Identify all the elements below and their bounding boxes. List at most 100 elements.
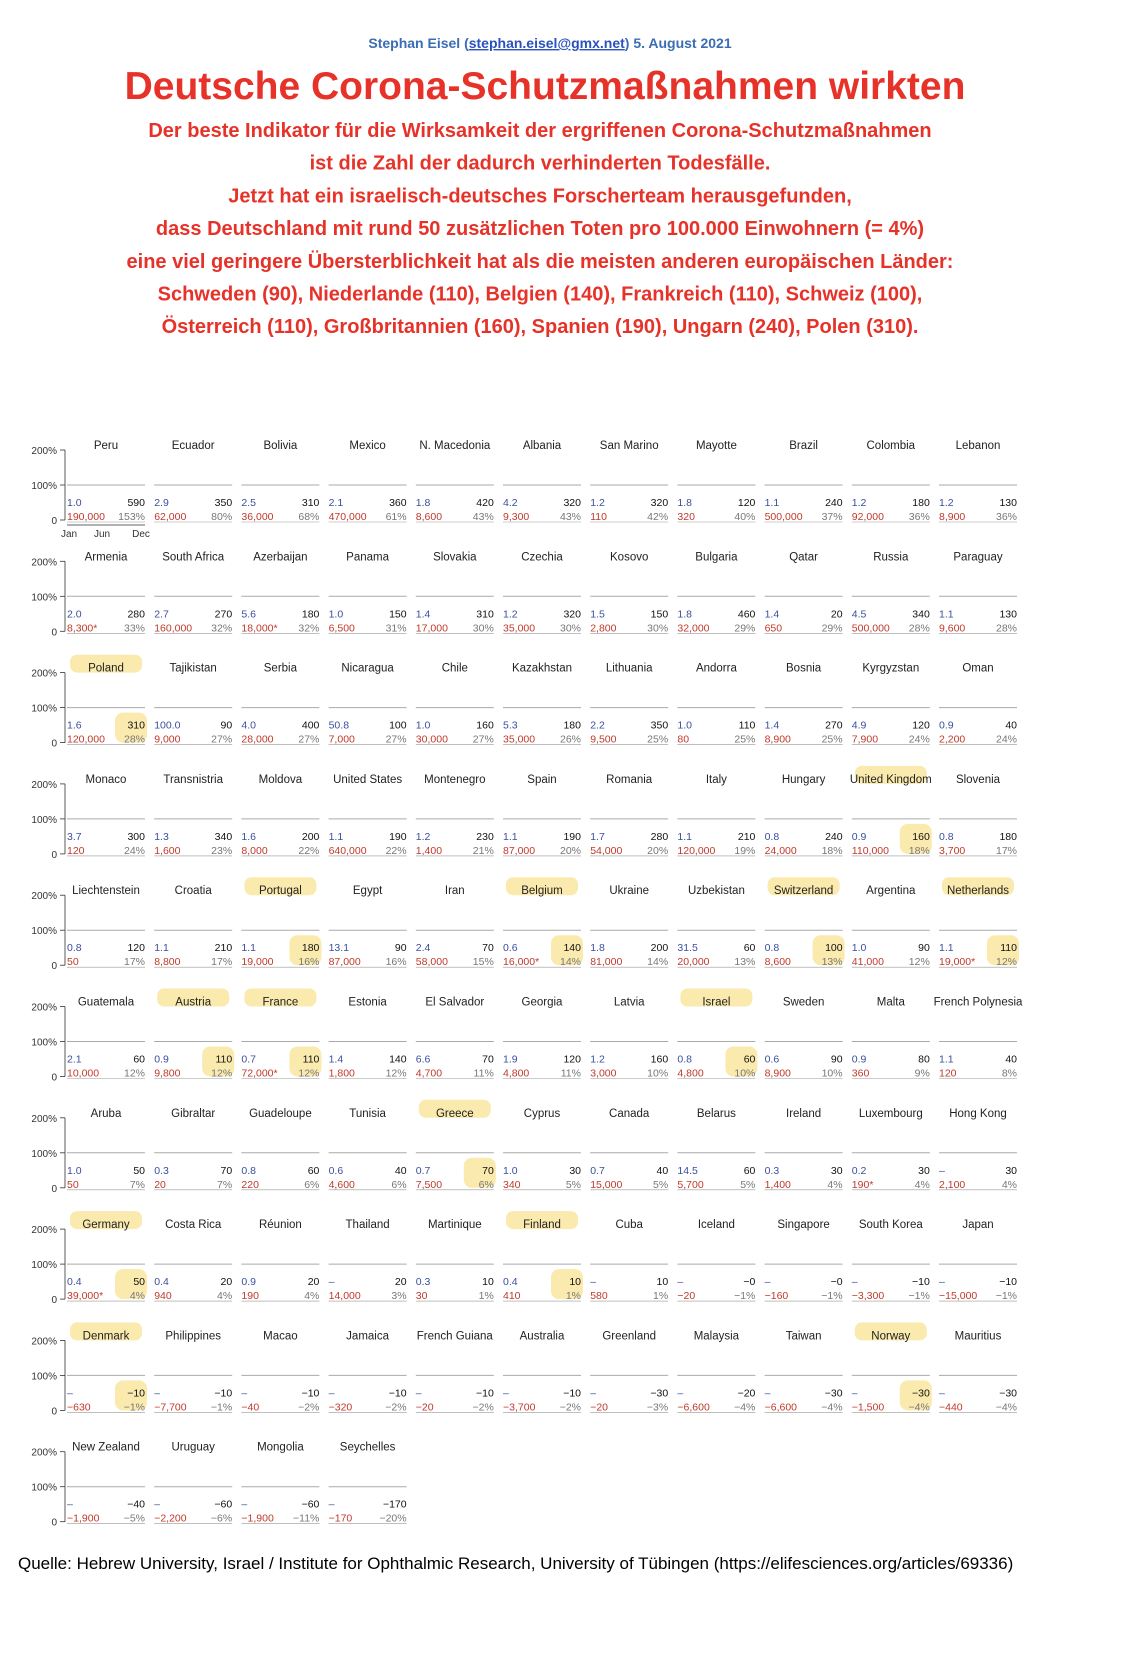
country-name: Japan bbox=[962, 1219, 993, 1231]
excess-percent: 6% bbox=[479, 1179, 494, 1191]
country-name: Estonia bbox=[348, 997, 387, 1009]
ratio: 1.2 bbox=[939, 497, 954, 509]
country-name: Montenegro bbox=[424, 774, 485, 786]
ratio: 0.9 bbox=[939, 720, 954, 732]
excess-percent: 4% bbox=[217, 1290, 232, 1302]
ratio: 1.1 bbox=[677, 831, 692, 843]
country-name: Ecuador bbox=[172, 440, 215, 452]
panel: Chile 1.0 160 30,000 27% bbox=[415, 663, 494, 746]
excess-deaths: 36,000 bbox=[241, 511, 273, 523]
per-100k: 90 bbox=[831, 1054, 843, 1066]
highlight bbox=[680, 988, 753, 1007]
per-100k: −0 bbox=[743, 1276, 755, 1288]
excess-percent: 22% bbox=[386, 845, 407, 857]
y-axis-label: 200% bbox=[31, 1003, 57, 1014]
ratio: – bbox=[939, 1165, 945, 1177]
per-100k: −30 bbox=[825, 1387, 843, 1399]
panel: Colombia 1.2 180 92,000 36% bbox=[851, 440, 930, 523]
ratio: 0.7 bbox=[590, 1165, 605, 1177]
excess-percent: 27% bbox=[473, 734, 494, 746]
excess-percent: 5% bbox=[566, 1179, 581, 1191]
country-name: France bbox=[263, 997, 299, 1009]
excess-deaths: 15,000 bbox=[590, 1179, 622, 1191]
excess-deaths: 8,800 bbox=[154, 956, 180, 968]
country-name: South Korea bbox=[859, 1219, 924, 1231]
country-name: Canada bbox=[609, 1108, 650, 1120]
excess-percent: 20% bbox=[560, 845, 581, 857]
highlight bbox=[551, 935, 583, 966]
excess-percent: 12% bbox=[124, 1068, 145, 1080]
country-name: Andorra bbox=[696, 663, 738, 675]
ratio: 1.2 bbox=[416, 831, 431, 843]
country-name: Switzerland bbox=[774, 885, 833, 897]
excess-percent: 43% bbox=[473, 511, 494, 523]
excess-deaths: 32,000 bbox=[677, 622, 709, 634]
ratio: 2.0 bbox=[67, 608, 82, 620]
excess-percent: 25% bbox=[734, 734, 755, 746]
per-100k: 140 bbox=[563, 942, 581, 954]
excess-deaths: 18,000* bbox=[241, 622, 277, 634]
excess-percent: 1% bbox=[653, 1290, 668, 1302]
excess-percent: 153% bbox=[118, 511, 145, 523]
y-axis-label: 100% bbox=[31, 926, 57, 937]
per-100k: 40 bbox=[1005, 720, 1017, 732]
ratio: 0.7 bbox=[416, 1165, 431, 1177]
y-axis-label: 0 bbox=[51, 961, 57, 972]
per-100k: 160 bbox=[912, 831, 930, 843]
excess-percent: 12% bbox=[996, 956, 1017, 968]
excess-deaths: −3,700 bbox=[503, 1401, 536, 1413]
panel: Iceland – −0 −20 −1% bbox=[677, 1219, 756, 1302]
ratio: 1.0 bbox=[677, 720, 692, 732]
excess-percent: 17% bbox=[996, 845, 1017, 857]
excess-deaths: 500,000 bbox=[852, 622, 890, 634]
title: Deutsche Corona-Schutzmaßnahmen wirkten bbox=[125, 65, 966, 108]
per-100k: 40 bbox=[1005, 1054, 1017, 1066]
country-name: New Zealand bbox=[72, 1442, 140, 1454]
panel: Australia – −10 −3,700 −2% bbox=[503, 1330, 581, 1413]
excess-percent: 5% bbox=[653, 1179, 668, 1191]
ratio: 0.9 bbox=[852, 1054, 867, 1066]
per-100k: 310 bbox=[127, 720, 145, 732]
y-axis-label: 200% bbox=[31, 780, 57, 791]
panel: Malaysia – −20 −6,600 −4% bbox=[677, 1330, 756, 1413]
panel: Greece 0.7 70 7,500 6% bbox=[415, 1099, 496, 1191]
country-name: Seychelles bbox=[340, 1442, 396, 1454]
panel: Bolivia 2.5 310 36,000 68% bbox=[241, 440, 320, 523]
excess-deaths: −3,300 bbox=[852, 1290, 885, 1302]
per-100k: 30 bbox=[569, 1165, 581, 1177]
country-name: Paraguay bbox=[953, 551, 1002, 563]
excess-deaths: 41,000 bbox=[852, 956, 884, 968]
country-name: French Polynesia bbox=[934, 997, 1023, 1009]
ratio: 1.6 bbox=[67, 720, 82, 732]
panel: Sweden 0.6 90 8,900 10% bbox=[764, 997, 843, 1080]
per-100k: −10 bbox=[302, 1387, 320, 1399]
per-100k: 100 bbox=[389, 720, 407, 732]
country-name: Poland bbox=[88, 663, 124, 675]
per-100k: 40 bbox=[657, 1165, 669, 1177]
country-name: Singapore bbox=[777, 1219, 829, 1231]
excess-deaths: 940 bbox=[154, 1290, 172, 1302]
panel: Martinique 0.3 10 30 1% bbox=[415, 1219, 494, 1302]
ratio: 14.5 bbox=[677, 1165, 698, 1177]
excess-percent: 36% bbox=[909, 511, 930, 523]
excess-deaths: 6,500 bbox=[329, 622, 355, 634]
excess-deaths: 340 bbox=[503, 1179, 521, 1191]
month-label: Jan bbox=[61, 529, 77, 540]
ratio: 1.0 bbox=[67, 1165, 82, 1177]
country-name: Tajikistan bbox=[170, 663, 217, 675]
panel: 200% 100% 0 Poland 1.6 310 120,000 28% bbox=[31, 654, 147, 750]
per-100k: −40 bbox=[127, 1499, 145, 1511]
per-100k: −30 bbox=[999, 1387, 1017, 1399]
panel: Singapore – −0 −160 −1% bbox=[764, 1219, 843, 1302]
panel: Tunisia 0.6 40 4,600 6% bbox=[328, 1108, 407, 1191]
per-100k: −170 bbox=[383, 1499, 407, 1511]
highlight bbox=[244, 877, 317, 896]
panel: Tajikistan 100.0 90 9,000 27% bbox=[154, 663, 232, 746]
ratio: – bbox=[939, 1387, 945, 1399]
country-name: United States bbox=[333, 774, 402, 786]
excess-deaths: 62,000 bbox=[154, 511, 186, 523]
ratio: 50.8 bbox=[329, 720, 350, 732]
excess-percent: 4% bbox=[827, 1179, 842, 1191]
email[interactable]: stephan.eisel@gmx.net bbox=[469, 35, 625, 51]
panel: 200% 100% 0 New Zealand – −40 −1,900 −5% bbox=[31, 1442, 145, 1529]
